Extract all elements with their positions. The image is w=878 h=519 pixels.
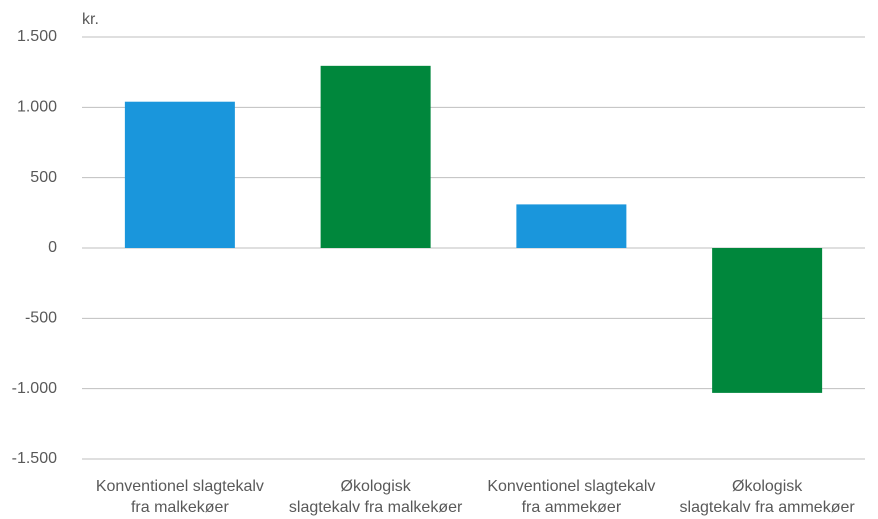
y-tick-label: -500 [25, 310, 57, 327]
x-tick-label: Økologisk slagtekalv fra malkekøer [288, 478, 463, 516]
bar [124, 101, 235, 248]
bar [320, 65, 431, 248]
x-tick-label: Økologisk slagtekalv fra ammekøer [679, 478, 855, 516]
bar [516, 204, 627, 248]
y-tick-label: -1.500 [12, 450, 57, 467]
x-tick-label: Konventionel slagtekalv fra malkekøer [95, 478, 264, 516]
y-tick-label: -1.000 [12, 380, 57, 397]
x-tick-label: Konventionel slagtekalv fra ammekøer [487, 478, 656, 516]
bar [712, 248, 823, 393]
y-axis-label: kr. [82, 11, 99, 28]
y-tick-label: 1.500 [17, 28, 57, 45]
y-tick-label: 1.000 [17, 99, 57, 116]
y-tick-label: 500 [30, 169, 57, 186]
y-tick-label: 0 [48, 239, 57, 256]
